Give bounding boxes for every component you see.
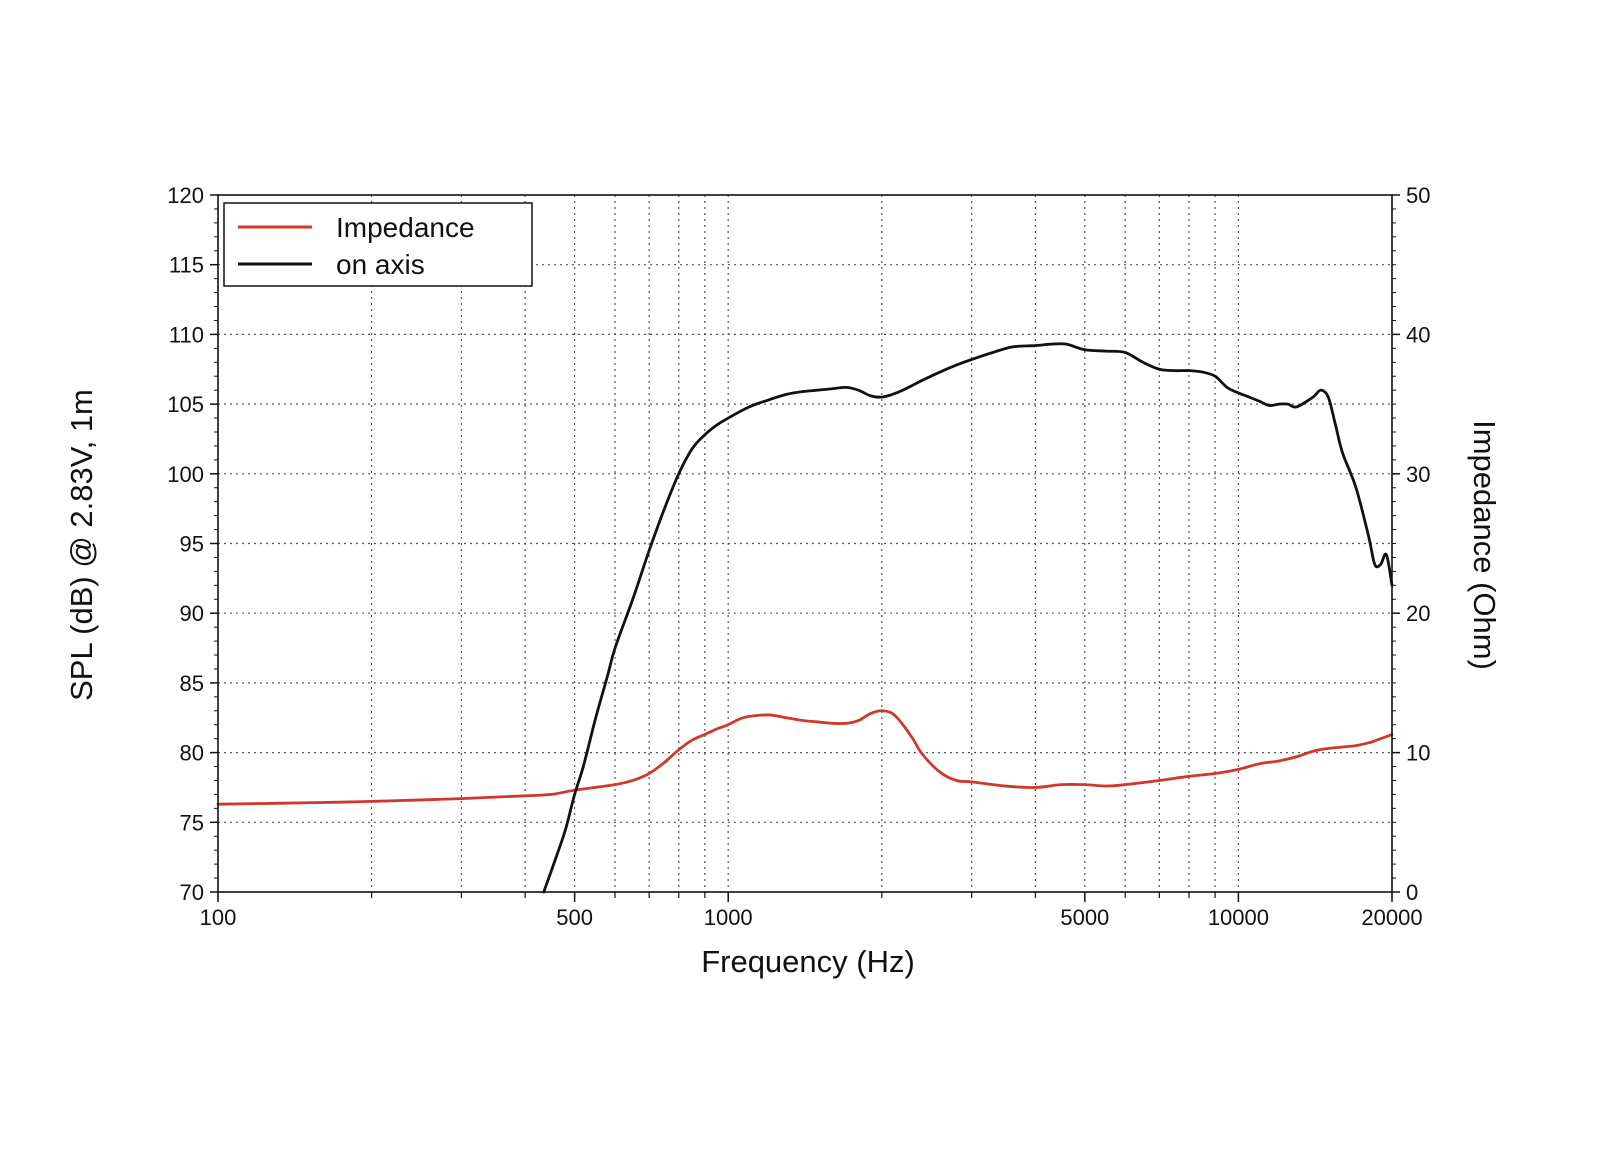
y-tick-label: 70 [180,880,204,905]
series-line-on-axis [542,342,1394,894]
x-axis-title: Frequency (Hz) [701,944,915,979]
y2-tick-label: 50 [1406,183,1430,208]
y2-tick-label: 0 [1406,880,1418,905]
x-tick-label: 5000 [1060,905,1109,930]
y-tick-label: 110 [169,322,204,347]
y2-tick-label: 30 [1406,462,1430,487]
data-series [216,342,1394,894]
y2-tick-label: 40 [1406,322,1430,347]
legend-box [223,202,533,287]
y-tick-label: 95 [180,532,204,557]
axis-ticks: 70 75 80 85 90 95 100 105 110 115 120 0 10 20 30 40 50 10… [167,183,1430,930]
y-tick-label: 100 [167,462,204,487]
y2-axis-title: Impedance (Ohm) [1467,420,1502,670]
legend-label-impedance: Impedance [336,212,475,243]
x-tick-label: 100 [200,905,237,930]
series-line-impedance [216,709,1394,806]
x-tick-label: 10000 [1208,905,1269,930]
legend-label-on-axis: on axis [336,249,425,280]
y-tick-label: 120 [167,183,204,208]
y-tick-label: 105 [167,392,204,417]
x-tick-label: 20000 [1361,905,1422,930]
y-axis-title: SPL (dB) @ 2.83V, 1m [64,389,99,701]
y-tick-label: 75 [180,810,204,835]
y-tick-label: 90 [180,601,204,626]
y-tick-label: 85 [180,671,204,696]
y-tick-label: 80 [180,741,204,766]
y-tick-label: 115 [169,253,204,278]
y2-tick-label: 20 [1406,601,1430,626]
grid-lines [218,195,1392,892]
x-tick-label: 1000 [704,905,753,930]
legend: Impedance on axis [223,202,533,287]
x-tick-label: 500 [556,905,593,930]
y2-tick-label: 10 [1406,741,1430,766]
